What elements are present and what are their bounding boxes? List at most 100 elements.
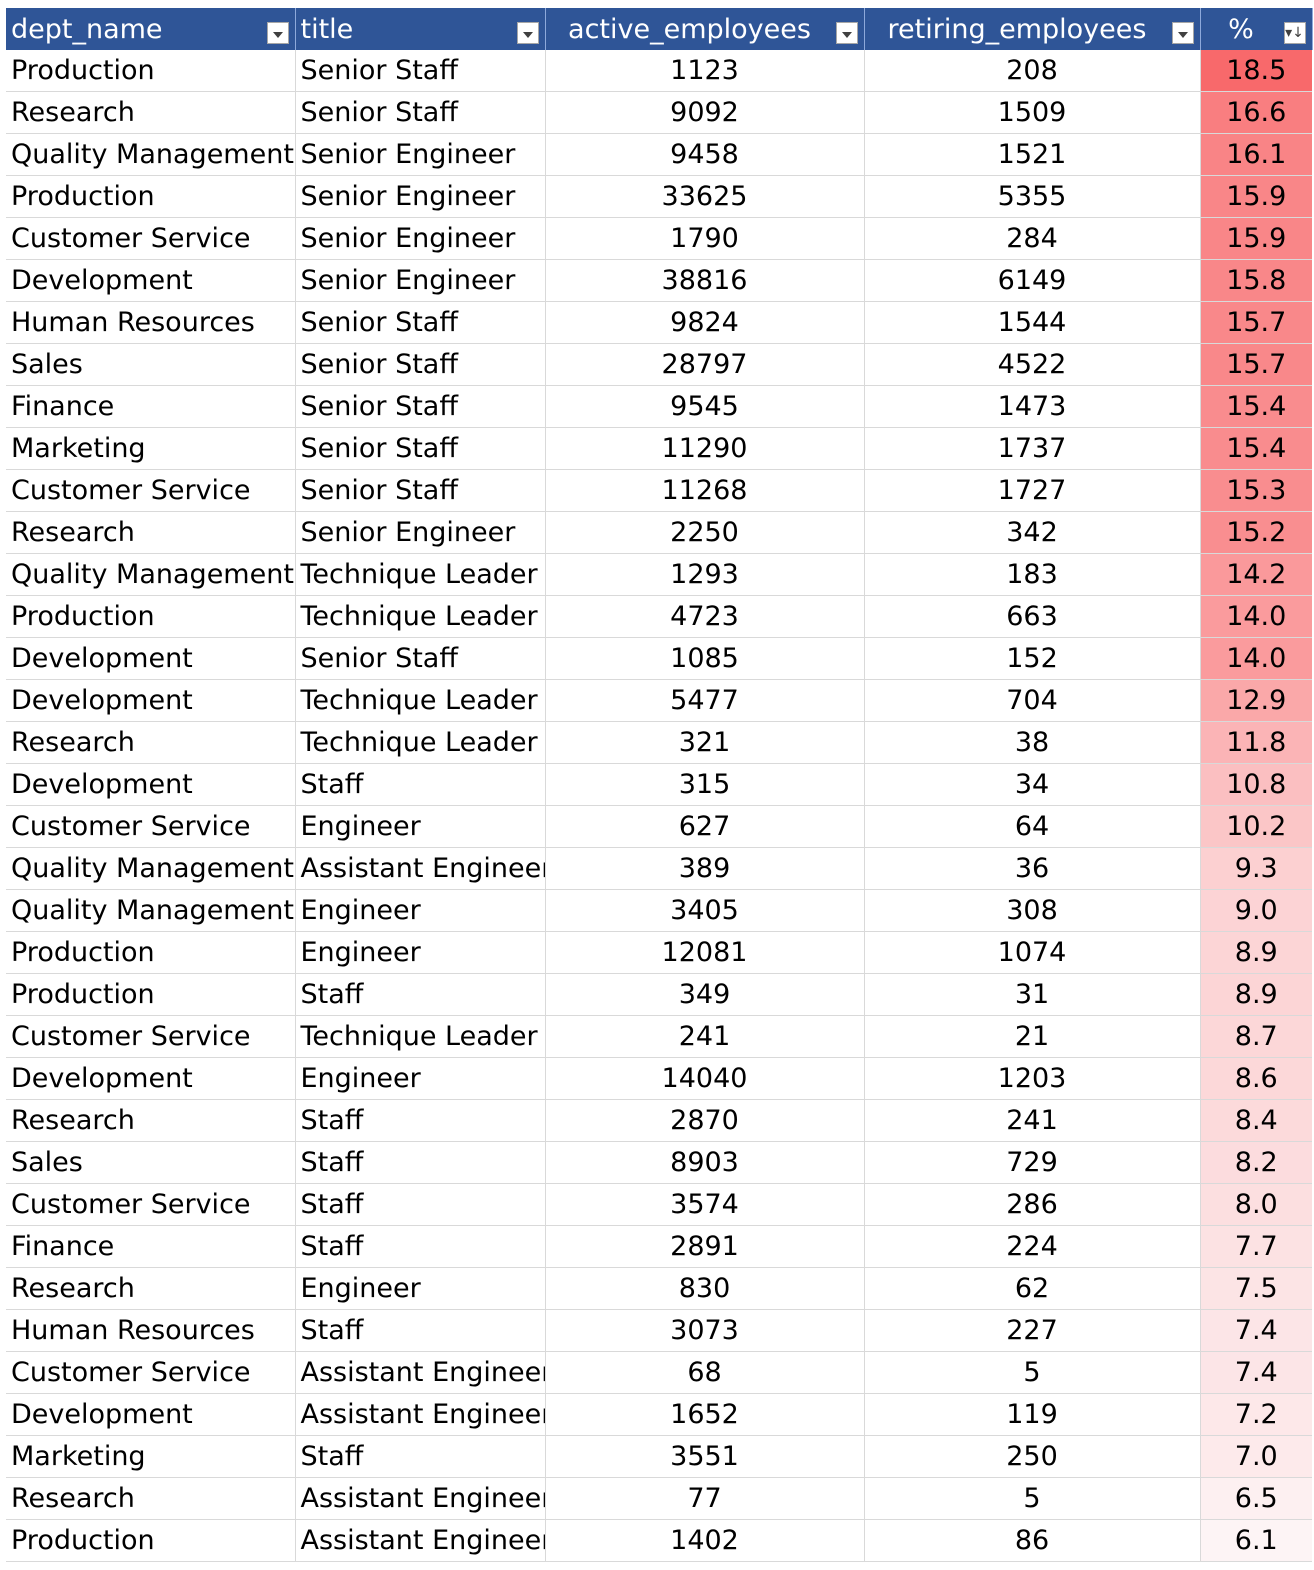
cell-retiring-employees[interactable]: 308 — [864, 889, 1201, 932]
cell-percent[interactable]: 16.1 — [1200, 133, 1312, 176]
cell-active-employees[interactable]: 3551 — [545, 1435, 865, 1478]
cell-percent[interactable]: 15.7 — [1200, 343, 1312, 386]
cell-dept-name[interactable]: Development — [6, 763, 296, 806]
cell-active-employees[interactable]: 1402 — [545, 1519, 865, 1562]
cell-active-employees[interactable]: 315 — [545, 763, 865, 806]
cell-active-employees[interactable]: 349 — [545, 973, 865, 1016]
cell-title[interactable]: Engineer — [295, 805, 546, 848]
cell-retiring-employees[interactable]: 6149 — [864, 259, 1201, 302]
cell-title[interactable]: Staff — [295, 1435, 546, 1478]
cell-active-employees[interactable]: 1790 — [545, 217, 865, 260]
cell-dept-name[interactable]: Customer Service — [6, 217, 296, 260]
cell-retiring-employees[interactable]: 342 — [864, 511, 1201, 554]
cell-active-employees[interactable]: 9545 — [545, 385, 865, 428]
cell-retiring-employees[interactable]: 208 — [864, 50, 1201, 92]
cell-dept-name[interactable]: Quality Management — [6, 553, 296, 596]
cell-title[interactable]: Senior Staff — [295, 91, 546, 134]
cell-title[interactable]: Staff — [295, 1099, 546, 1142]
cell-active-employees[interactable]: 1123 — [545, 50, 865, 92]
cell-title[interactable]: Senior Staff — [295, 469, 546, 512]
cell-title[interactable]: Assistant Engineer — [295, 1393, 546, 1436]
cell-active-employees[interactable]: 5477 — [545, 679, 865, 722]
cell-dept-name[interactable]: Marketing — [6, 427, 296, 470]
cell-retiring-employees[interactable]: 38 — [864, 721, 1201, 764]
cell-dept-name[interactable]: Research — [6, 1267, 296, 1310]
filter-dropdown-icon[interactable] — [835, 22, 858, 44]
cell-percent[interactable]: 7.4 — [1200, 1351, 1312, 1394]
cell-percent[interactable]: 16.6 — [1200, 91, 1312, 134]
cell-retiring-employees[interactable]: 1727 — [864, 469, 1201, 512]
cell-dept-name[interactable]: Quality Management — [6, 847, 296, 890]
cell-active-employees[interactable]: 3574 — [545, 1183, 865, 1226]
cell-title[interactable]: Senior Engineer — [295, 175, 546, 218]
filter-dropdown-icon[interactable] — [516, 22, 539, 44]
cell-retiring-employees[interactable]: 36 — [864, 847, 1201, 890]
cell-title[interactable]: Staff — [295, 1141, 546, 1184]
cell-dept-name[interactable]: Research — [6, 1099, 296, 1142]
cell-title[interactable]: Assistant Engineer — [295, 1351, 546, 1394]
cell-retiring-employees[interactable]: 227 — [864, 1309, 1201, 1352]
cell-active-employees[interactable]: 2891 — [545, 1225, 865, 1268]
cell-dept-name[interactable]: Production — [6, 595, 296, 638]
cell-dept-name[interactable]: Research — [6, 721, 296, 764]
cell-title[interactable]: Technique Leader — [295, 553, 546, 596]
cell-percent[interactable]: 7.5 — [1200, 1267, 1312, 1310]
cell-percent[interactable]: 8.4 — [1200, 1099, 1312, 1142]
cell-dept-name[interactable]: Customer Service — [6, 1183, 296, 1226]
cell-active-employees[interactable]: 2250 — [545, 511, 865, 554]
cell-percent[interactable]: 15.3 — [1200, 469, 1312, 512]
cell-dept-name[interactable]: Production — [6, 1519, 296, 1562]
cell-title[interactable]: Senior Engineer — [295, 217, 546, 260]
cell-retiring-employees[interactable]: 1203 — [864, 1057, 1201, 1100]
cell-retiring-employees[interactable]: 1737 — [864, 427, 1201, 470]
cell-retiring-employees[interactable]: 21 — [864, 1015, 1201, 1058]
cell-title[interactable]: Engineer — [295, 1057, 546, 1100]
cell-title[interactable]: Engineer — [295, 931, 546, 974]
cell-percent[interactable]: 15.9 — [1200, 175, 1312, 218]
sort-descending-filter-icon[interactable]: ▾↓ — [1283, 22, 1306, 44]
cell-active-employees[interactable]: 9824 — [545, 301, 865, 344]
cell-title[interactable]: Senior Staff — [295, 427, 546, 470]
cell-dept-name[interactable]: Development — [6, 1057, 296, 1100]
filter-dropdown-icon[interactable] — [1171, 22, 1194, 44]
cell-title[interactable]: Staff — [295, 1225, 546, 1268]
cell-active-employees[interactable]: 11268 — [545, 469, 865, 512]
cell-percent[interactable]: 12.9 — [1200, 679, 1312, 722]
cell-percent[interactable]: 15.2 — [1200, 511, 1312, 554]
cell-dept-name[interactable]: Production — [6, 175, 296, 218]
cell-dept-name[interactable]: Sales — [6, 1141, 296, 1184]
cell-dept-name[interactable]: Production — [6, 931, 296, 974]
cell-percent[interactable]: 15.7 — [1200, 301, 1312, 344]
cell-dept-name[interactable]: Research — [6, 1477, 296, 1520]
cell-dept-name[interactable]: Research — [6, 91, 296, 134]
cell-percent[interactable]: 15.4 — [1200, 427, 1312, 470]
cell-retiring-employees[interactable]: 119 — [864, 1393, 1201, 1436]
cell-percent[interactable]: 14.0 — [1200, 595, 1312, 638]
cell-retiring-employees[interactable]: 286 — [864, 1183, 1201, 1226]
cell-retiring-employees[interactable]: 4522 — [864, 343, 1201, 386]
cell-title[interactable]: Staff — [295, 763, 546, 806]
cell-retiring-employees[interactable]: 250 — [864, 1435, 1201, 1478]
cell-dept-name[interactable]: Sales — [6, 343, 296, 386]
cell-percent[interactable]: 8.9 — [1200, 931, 1312, 974]
cell-active-employees[interactable]: 4723 — [545, 595, 865, 638]
cell-title[interactable]: Senior Engineer — [295, 259, 546, 302]
cell-retiring-employees[interactable]: 1074 — [864, 931, 1201, 974]
cell-title[interactable]: Assistant Engineer — [295, 1519, 546, 1562]
cell-percent[interactable]: 11.8 — [1200, 721, 1312, 764]
cell-active-employees[interactable]: 3073 — [545, 1309, 865, 1352]
cell-retiring-employees[interactable]: 62 — [864, 1267, 1201, 1310]
cell-active-employees[interactable]: 38816 — [545, 259, 865, 302]
cell-title[interactable]: Staff — [295, 1183, 546, 1226]
cell-percent[interactable]: 18.5 — [1200, 50, 1312, 92]
cell-percent[interactable]: 7.4 — [1200, 1309, 1312, 1352]
cell-percent[interactable]: 10.8 — [1200, 763, 1312, 806]
cell-percent[interactable]: 6.5 — [1200, 1477, 1312, 1520]
cell-retiring-employees[interactable]: 663 — [864, 595, 1201, 638]
cell-percent[interactable]: 8.6 — [1200, 1057, 1312, 1100]
cell-percent[interactable]: 15.4 — [1200, 385, 1312, 428]
cell-dept-name[interactable]: Customer Service — [6, 805, 296, 848]
cell-percent[interactable]: 7.0 — [1200, 1435, 1312, 1478]
cell-dept-name[interactable]: Human Resources — [6, 301, 296, 344]
cell-active-employees[interactable]: 1652 — [545, 1393, 865, 1436]
